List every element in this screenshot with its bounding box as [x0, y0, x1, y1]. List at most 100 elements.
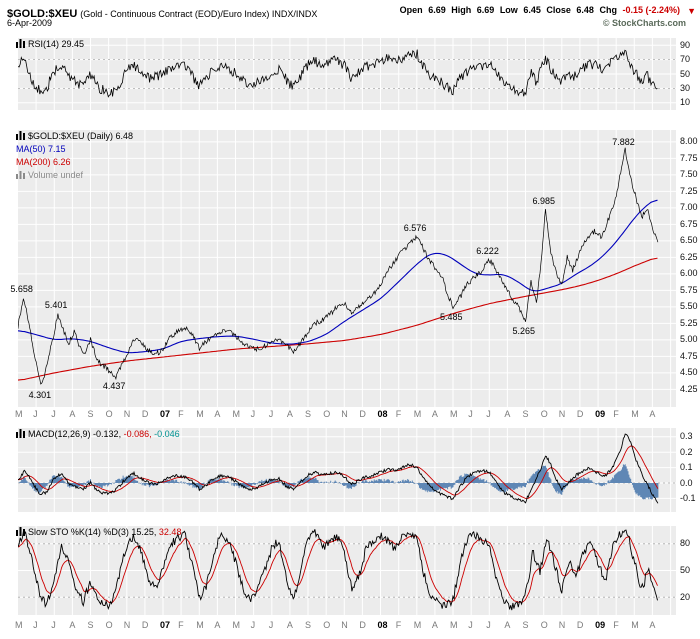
price-annotation: 6.222: [476, 246, 499, 257]
y-axis-label: 90: [680, 39, 691, 50]
x-axis-label: A: [649, 409, 656, 419]
y-axis-label: 7.75: [680, 152, 698, 163]
x-axis-label: M: [232, 409, 241, 419]
x-axis-label: D: [359, 620, 366, 630]
price-annotation: 5.401: [44, 300, 68, 311]
x-axis-label: N: [558, 409, 566, 419]
x-axis-label: D: [141, 620, 149, 630]
ohlc-quote: Open 6.69 High 6.69 Low 6.45 Close 6.48 …: [397, 5, 680, 15]
chart-date: 6-Apr-2009: [7, 18, 53, 28]
price-plot: [18, 130, 676, 407]
y-axis-label: 6.75: [680, 218, 698, 229]
x-axis-label: 07: [160, 409, 171, 419]
y-axis-label: 0.2: [680, 446, 693, 457]
x-axis-label: A: [649, 620, 656, 630]
x-axis-label: J: [51, 409, 56, 419]
x-axis-label: 09: [595, 620, 606, 630]
ma50-label: MA(50) 7.15: [16, 144, 66, 154]
price-annotation: 6.985: [532, 195, 556, 206]
price-annotation: 5.485: [440, 311, 463, 322]
y-axis-label: 0.1: [680, 462, 693, 473]
x-axis-label: O: [105, 620, 113, 630]
x-axis-label: S: [522, 409, 529, 419]
x-axis-label: M: [15, 409, 23, 419]
ma200-label: MA(200) 6.26: [16, 157, 71, 167]
y-axis-label: 6.00: [680, 268, 698, 279]
x-axis-label: 08: [377, 409, 388, 419]
x-axis-label: F: [613, 409, 619, 419]
x-axis-label: 07: [160, 620, 171, 630]
price-annotation: 5.658: [10, 283, 33, 294]
price-annotation: 4.437: [102, 381, 126, 391]
x-axis-label: D: [576, 409, 584, 419]
x-axis-label: O: [105, 409, 113, 419]
x-axis-label: S: [305, 620, 312, 630]
indicator-icon: [16, 429, 25, 440]
x-axis-label: A: [286, 409, 293, 419]
x-axis-label: F: [178, 620, 184, 630]
x-axis-label: N: [123, 620, 131, 630]
x-axis-label: J: [468, 409, 473, 419]
rsi-plot: [18, 38, 676, 110]
y-axis-label: 0.3: [680, 431, 693, 442]
x-axis-label: M: [15, 620, 23, 630]
y-axis-label: 70: [680, 54, 691, 65]
x-axis-label: M: [196, 409, 204, 419]
chg-value: -0.15 (-2.24%): [622, 5, 680, 15]
x-axis-label: F: [178, 409, 184, 419]
y-axis-label: 4.25: [680, 383, 698, 394]
y-axis-label: 7.00: [680, 202, 698, 213]
x-axis-label: A: [431, 620, 438, 630]
y-axis-label: 5.25: [680, 317, 698, 328]
volume-label: Volume undef: [28, 170, 84, 180]
header-title-line: $GOLD:$XEU (Gold - Continuous Contract (E…: [7, 4, 317, 22]
rsi-label: RSI(14) 29.45: [28, 39, 85, 49]
rsi-legend: RSI(14) 29.45: [16, 39, 84, 50]
macd-hist-value: -0.046: [154, 429, 180, 439]
y-axis-label: 4.75: [680, 350, 698, 361]
x-axis-label: O: [540, 409, 548, 419]
open-label: Open: [399, 5, 423, 15]
y-axis-label: 6.50: [680, 235, 698, 246]
x-axis-label: M: [450, 620, 458, 630]
copyright: © StockCharts.com: [602, 18, 686, 28]
x-axis-label: O: [323, 620, 331, 630]
y-axis-label: 5.50: [680, 301, 698, 312]
x-axis-label: O: [540, 620, 548, 630]
x-axis-label: J: [250, 620, 256, 630]
indicator-icon: [16, 39, 25, 50]
price-annotation: 4.301: [28, 390, 52, 400]
x-axis-label: A: [504, 620, 511, 630]
sto-d-value: 32.48: [158, 527, 182, 537]
x-axis-label: S: [522, 620, 529, 630]
x-axis-label: A: [431, 409, 438, 419]
x-axis-label: J: [33, 620, 38, 630]
x-axis-label: J: [51, 620, 56, 630]
x-axis-label: J: [468, 620, 473, 630]
x-axis-label: A: [214, 620, 221, 630]
x-axis-label: A: [504, 409, 511, 419]
high-label: High: [451, 5, 472, 15]
high-value: 6.69: [476, 5, 495, 15]
y-axis-label: 10: [680, 97, 691, 108]
x-axis-label: A: [69, 620, 76, 630]
x-axis-label: N: [558, 620, 566, 630]
ticker-description: (Gold - Continuous Contract (EOD)/Euro I…: [80, 9, 318, 19]
x-axis-label: N: [341, 409, 348, 419]
x-axis-label: F: [613, 620, 619, 630]
macd-value: -0.132,: [93, 429, 122, 439]
x-axis-label: M: [631, 620, 639, 630]
y-axis-label: 7.50: [680, 169, 698, 180]
x-axis-label: D: [141, 409, 149, 419]
chg-label: Chg: [599, 5, 617, 15]
y-axis-label: 7.25: [680, 185, 698, 196]
x-axis-label: M: [196, 620, 204, 630]
sto-legend: Slow STO %K(14) %D(3) 15.25, 32.48: [16, 527, 181, 538]
price-annotation: 6.576: [403, 222, 427, 233]
price-annotation: 7.882: [612, 136, 635, 147]
x-axis-label: A: [214, 409, 221, 419]
y-axis-label: 5.75: [680, 284, 698, 295]
close-label: Close: [546, 5, 571, 15]
macd-signal-value: -0.086,: [123, 429, 152, 439]
y-axis-label: 80: [680, 538, 691, 549]
